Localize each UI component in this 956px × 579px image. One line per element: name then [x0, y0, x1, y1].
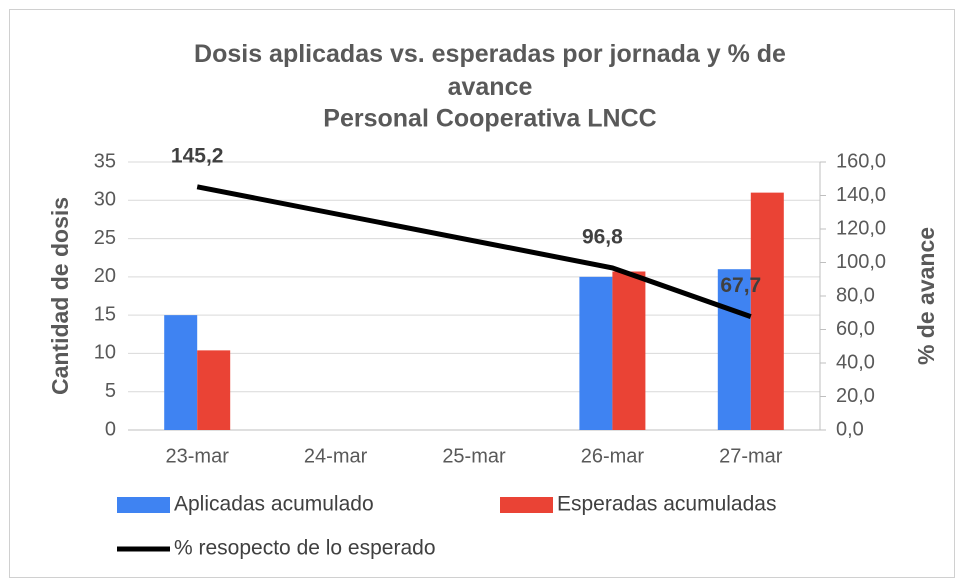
bar [164, 315, 198, 430]
y-tick-label: 20 [94, 265, 116, 287]
y-tick-label: 30 [94, 189, 116, 211]
bar [717, 269, 751, 430]
legend-label: Aplicadas acumulado [174, 493, 374, 516]
y2-axis-title: % de avance [913, 227, 939, 365]
x-tick-label: 24-mar [304, 445, 368, 467]
bar [612, 271, 646, 430]
chart-subtitle: Personal Cooperativa LNCC [323, 105, 656, 133]
line [196, 184, 752, 319]
y-tick-label: 5 [105, 380, 116, 402]
y-tick-label: 0 [105, 418, 116, 440]
y-tick-label: 25 [94, 227, 116, 249]
data-label: 67,7 [720, 274, 761, 297]
data-label: 96,8 [582, 225, 623, 248]
bar [750, 192, 784, 430]
y2-tick-label: 40,0 [836, 351, 875, 373]
legend-label: Esperadas acumuladas [557, 493, 776, 516]
y2-tick-label: 80,0 [836, 284, 875, 306]
y2-tick-label: 0,0 [836, 418, 864, 440]
x-tick-label: 23-mar [166, 445, 230, 467]
y-tick-label: 10 [94, 342, 116, 364]
y2-tick-label: 20,0 [836, 385, 875, 407]
legend-swatch [117, 497, 170, 513]
legend-label: % resopecto de lo esperado [174, 537, 436, 560]
y-tick-label: 35 [94, 150, 116, 172]
chart-frame [9, 9, 955, 578]
y2-tick-label: 60,0 [836, 318, 875, 340]
y2-tick-label: 140,0 [836, 184, 886, 206]
x-tick-label: 26-mar [581, 445, 645, 467]
chart-title-line1: Dosis aplicadas vs. esperadas por jornad… [194, 40, 786, 101]
y2-tick-label: 100,0 [836, 251, 886, 273]
legend-swatch [500, 497, 553, 513]
y2-tick-label: 160,0 [836, 150, 886, 172]
y2-tick-label: 120,0 [836, 217, 886, 239]
y-axis-title: Cantidad de dosis [47, 197, 73, 395]
y-tick-label: 15 [94, 303, 116, 325]
bar [197, 350, 231, 430]
x-tick-label: 25-mar [442, 445, 506, 467]
data-label: 145,2 [171, 144, 224, 167]
x-tick-label: 27-mar [719, 445, 783, 467]
bar [579, 276, 613, 430]
